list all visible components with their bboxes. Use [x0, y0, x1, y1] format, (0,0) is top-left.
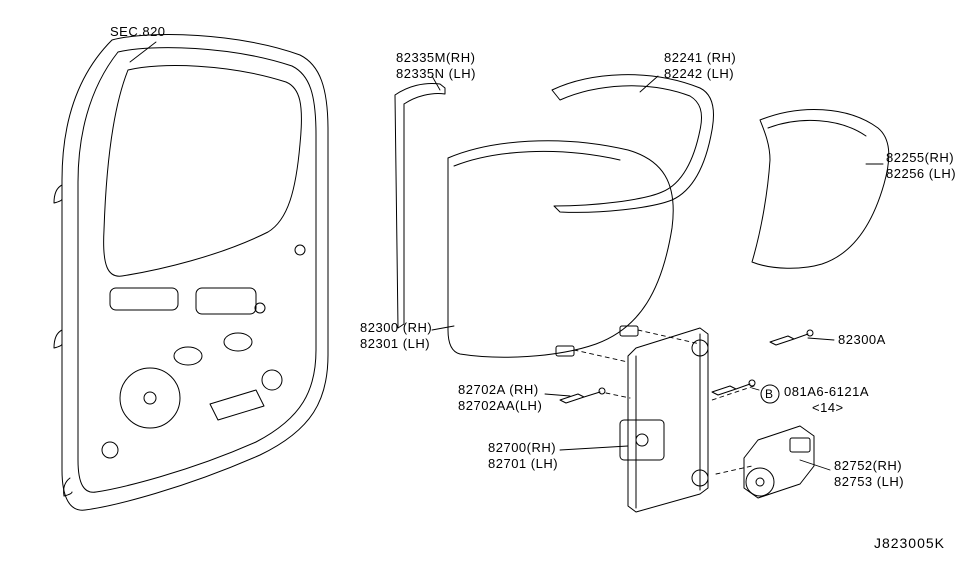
door-glass [448, 141, 673, 357]
glass-run-82335 [395, 83, 445, 328]
label-82701-lh: 82701 (LH) [488, 456, 558, 472]
corner-glass [752, 110, 889, 269]
door-window-opening [104, 66, 302, 277]
label-82256-lh: 82256 (LH) [886, 166, 956, 182]
label-b-mark: B [765, 387, 774, 402]
bolt-B [712, 380, 755, 395]
label-sec820: SEC.820 [110, 24, 166, 40]
label-82300a: 82300A [838, 332, 886, 348]
diagram-svg [0, 0, 975, 566]
label-bolt-qty: <14> [812, 400, 844, 416]
regulator [620, 328, 708, 512]
label-82752-rh: 82752(RH) [834, 458, 902, 474]
figure-code: J823005K [874, 535, 945, 553]
label-82255-rh: 82255(RH) [886, 150, 954, 166]
label-bolt-code: 081A6-6121A [784, 384, 869, 400]
label-82335-rh: 82335M(RH) [396, 50, 475, 66]
label-82753-lh: 82753 (LH) [834, 474, 904, 490]
label-82242-lh: 82242 (LH) [664, 66, 734, 82]
door-inner [78, 48, 316, 493]
label-82300-rh: 82300 (RH) [360, 320, 432, 336]
door-outline [62, 35, 328, 511]
bolt-82300A [770, 330, 813, 345]
label-82241-rh: 82241 (RH) [664, 50, 736, 66]
motor [744, 426, 814, 498]
label-82702-lh: 82702AA(LH) [458, 398, 542, 414]
partition-frame [552, 75, 714, 213]
label-82700-rh: 82700(RH) [488, 440, 556, 456]
label-82702-rh: 82702A (RH) [458, 382, 539, 398]
label-82301-lh: 82301 (LH) [360, 336, 430, 352]
label-82335-lh: 82335N (LH) [396, 66, 476, 82]
